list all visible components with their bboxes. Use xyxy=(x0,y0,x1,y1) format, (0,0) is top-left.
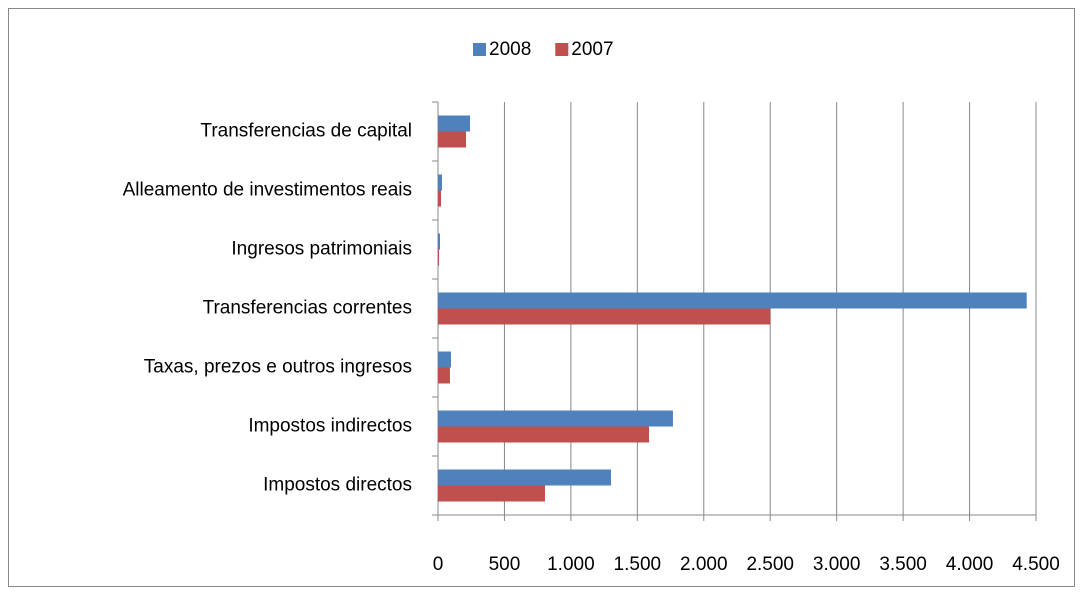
bar xyxy=(438,131,467,148)
bar xyxy=(438,190,442,207)
y-tick-label: Impostos indirectos xyxy=(248,416,412,437)
y-tick-label: Transferencias de capital xyxy=(200,121,412,142)
bar xyxy=(438,308,771,325)
bar xyxy=(438,351,452,368)
y-tick-label: Transferencias correntes xyxy=(203,298,412,319)
y-tick-label: Taxas, prezos e outros ingresos xyxy=(144,357,412,378)
bar xyxy=(438,249,440,266)
legend-label: 2007 xyxy=(571,39,613,60)
x-tick-label: 2.500 xyxy=(746,554,794,575)
x-tick-label: 3.500 xyxy=(879,554,927,575)
x-tick-label: 1.500 xyxy=(614,554,662,575)
bar xyxy=(438,485,545,502)
y-tick-label: Alleamento de investimentos reais xyxy=(123,180,412,201)
x-tick-label: 3.000 xyxy=(813,554,861,575)
bar xyxy=(438,469,612,486)
y-tick-label: Impostos directos xyxy=(263,475,412,496)
x-tick-label: 1.000 xyxy=(547,554,595,575)
bar xyxy=(438,292,1027,309)
x-tick-label: 0 xyxy=(433,554,444,575)
legend-label: 2008 xyxy=(489,39,531,60)
bar xyxy=(438,115,471,132)
legend-swatch xyxy=(473,43,486,56)
x-tick-label: 500 xyxy=(489,554,521,575)
bar xyxy=(438,410,673,427)
x-tick-label: 2.000 xyxy=(680,554,728,575)
y-tick-label: Ingresos patrimoniais xyxy=(231,239,412,260)
bar xyxy=(438,174,442,191)
bar xyxy=(438,233,440,250)
bar xyxy=(438,426,650,443)
legend-swatch xyxy=(555,43,569,56)
bar xyxy=(438,367,450,384)
x-tick-label: 4.000 xyxy=(946,554,994,575)
x-tick-label: 4.500 xyxy=(1012,554,1060,575)
